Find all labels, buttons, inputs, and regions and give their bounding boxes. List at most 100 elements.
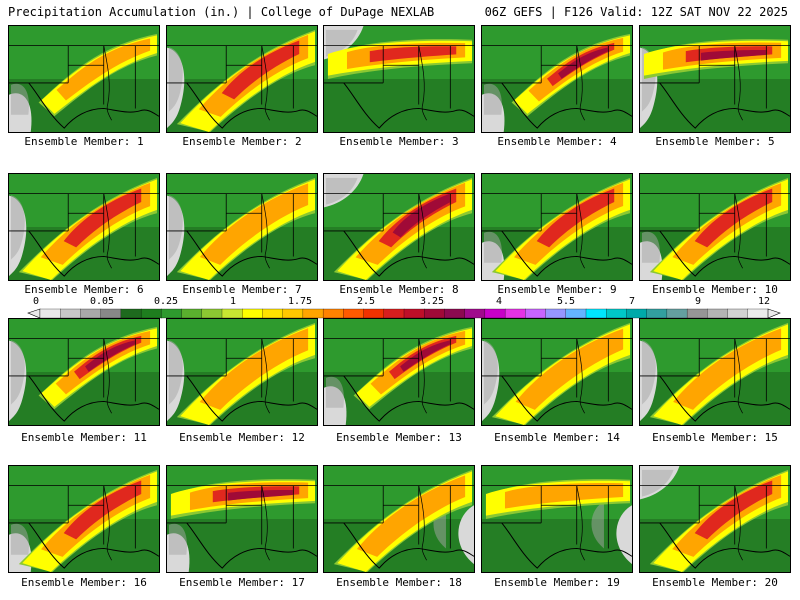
map-boundaries: [640, 485, 790, 569]
colorbar-tick-label: 1.75: [287, 296, 313, 307]
run-valid-time: 06Z GEFS | F126 Valid: 12Z SAT NOV 22 20…: [484, 5, 788, 19]
dry-area-core: [10, 195, 25, 260]
precip-core-max: [392, 193, 450, 238]
colorbar-swatch: [282, 308, 304, 319]
dry-area-core: [325, 376, 344, 408]
colorbar-swatch: [444, 308, 466, 319]
colorbar-swatch: [565, 308, 587, 319]
chart-title: Precipitation Accumulation (in.) | Colle…: [8, 5, 435, 19]
colorbar-swatch: [707, 308, 729, 319]
colorbar-swatch: [302, 308, 324, 319]
map-boundaries: [324, 45, 474, 129]
precip-core-max: [400, 340, 450, 372]
ensemble-member-label: Ensemble Member: 15: [652, 431, 778, 444]
colorbar-swatch: [424, 308, 445, 319]
precip-colorbar: [27, 308, 781, 319]
precip-band-heavy: [199, 183, 309, 265]
precip-core-max: [85, 340, 135, 372]
colorbar-swatch: [201, 308, 223, 319]
ensemble-member-label: Ensemble Member: 14: [494, 431, 620, 444]
precip-map: [9, 26, 159, 132]
colorbar-swatch: [60, 308, 81, 319]
colorbar-swatch: [221, 308, 243, 319]
colorbar-swatch: [606, 308, 627, 319]
ensemble-member-panel: [639, 465, 791, 573]
precip-map: [324, 466, 474, 572]
map-boundaries: [9, 193, 159, 277]
ensemble-member-label: Ensemble Member: 2: [182, 135, 302, 148]
colorbar-left-arrow: [27, 308, 41, 319]
colorbar-swatch: [666, 308, 688, 319]
colorbar-swatch: [504, 308, 526, 319]
ensemble-member-panel: [639, 25, 791, 133]
dry-area-core: [483, 340, 498, 405]
ensemble-member-label: Ensemble Member: 7: [182, 283, 302, 296]
ensemble-member-panel: [639, 318, 791, 426]
colorbar-tick-label: 0.05: [89, 296, 115, 307]
ensemble-member-panel: [8, 465, 160, 573]
precip-map: [482, 319, 632, 425]
map-boundaries: [167, 193, 317, 277]
precip-map: [482, 174, 632, 280]
map-boundaries: [167, 338, 317, 422]
precip-map: [640, 319, 790, 425]
precip-field-dark: [324, 79, 474, 132]
ensemble-member-label: Ensemble Member: 8: [339, 283, 459, 296]
ensemble-member-panel: [323, 318, 475, 426]
ensemble-member-panel: [323, 465, 475, 573]
map-boundaries: [167, 485, 317, 569]
ensemble-member-panel: [166, 25, 318, 133]
precip-field-dark: [640, 79, 790, 132]
ensemble-member-panel: [8, 173, 160, 281]
colorbar-tick-labels: 0 0.05 0.25 1 1.75 2.5 3.25 4 5.5 7 9 12: [0, 296, 800, 308]
dry-area-core: [10, 83, 29, 115]
ensemble-member-label: Ensemble Member: 19: [494, 576, 620, 589]
precip-map: [482, 466, 632, 572]
ensemble-member-label: Ensemble Member: 9: [497, 283, 617, 296]
colorbar-tick-label: 7: [628, 296, 636, 307]
ensemble-member-label: Ensemble Member: 11: [21, 431, 147, 444]
precip-map: [167, 319, 317, 425]
precip-field-dark: [482, 519, 632, 572]
colorbar-tick-label: 2.5: [356, 296, 376, 307]
ensemble-member-label: Ensemble Member: 20: [652, 576, 778, 589]
ensemble-member-panel: [166, 173, 318, 281]
precip-band-heavy: [356, 475, 466, 557]
dry-area-core: [641, 469, 674, 497]
dry-area-core: [168, 340, 183, 405]
dry-area-core: [168, 195, 183, 260]
colorbar-swatch: [626, 308, 648, 319]
colorbar-swatch: [262, 308, 284, 319]
dry-area-core: [641, 231, 660, 263]
colorbar-tick-label: 4: [495, 296, 503, 307]
colorbar-swatch: [686, 308, 708, 319]
ensemble-member-panel: [481, 173, 633, 281]
colorbar-tick-label: 5.5: [556, 296, 576, 307]
precip-map: [640, 26, 790, 132]
precip-core: [369, 46, 457, 63]
ensemble-member-panel: [481, 465, 633, 573]
colorbar-tick-label: 9: [694, 296, 702, 307]
dry-area-core: [591, 501, 604, 549]
precip-band-heavy: [515, 328, 624, 410]
precip-map: [167, 26, 317, 132]
colorbar-tick-label: 0.25: [153, 296, 179, 307]
ensemble-member-label: Ensemble Member: 1: [24, 135, 144, 148]
colorbar-swatch: [322, 308, 344, 319]
precip-band-heavy: [504, 483, 624, 509]
ensemble-member-label: Ensemble Member: 12: [179, 431, 305, 444]
dry-area: [458, 505, 474, 565]
precip-map: [167, 174, 317, 280]
ensemble-member-panel: [8, 318, 160, 426]
map-boundaries: [324, 485, 474, 569]
map-boundaries: [482, 193, 632, 277]
colorbar-swatch: [343, 308, 365, 319]
colorbar-tick-label: 0: [32, 296, 40, 307]
ensemble-member-panel: [166, 318, 318, 426]
dry-area-core: [10, 523, 29, 555]
precip-band-heavy: [199, 328, 309, 410]
map-boundaries: [9, 338, 159, 422]
ensemble-member-label: Ensemble Member: 10: [652, 283, 778, 296]
ensemble-member-panel: [323, 173, 475, 281]
precip-map: [9, 174, 159, 280]
